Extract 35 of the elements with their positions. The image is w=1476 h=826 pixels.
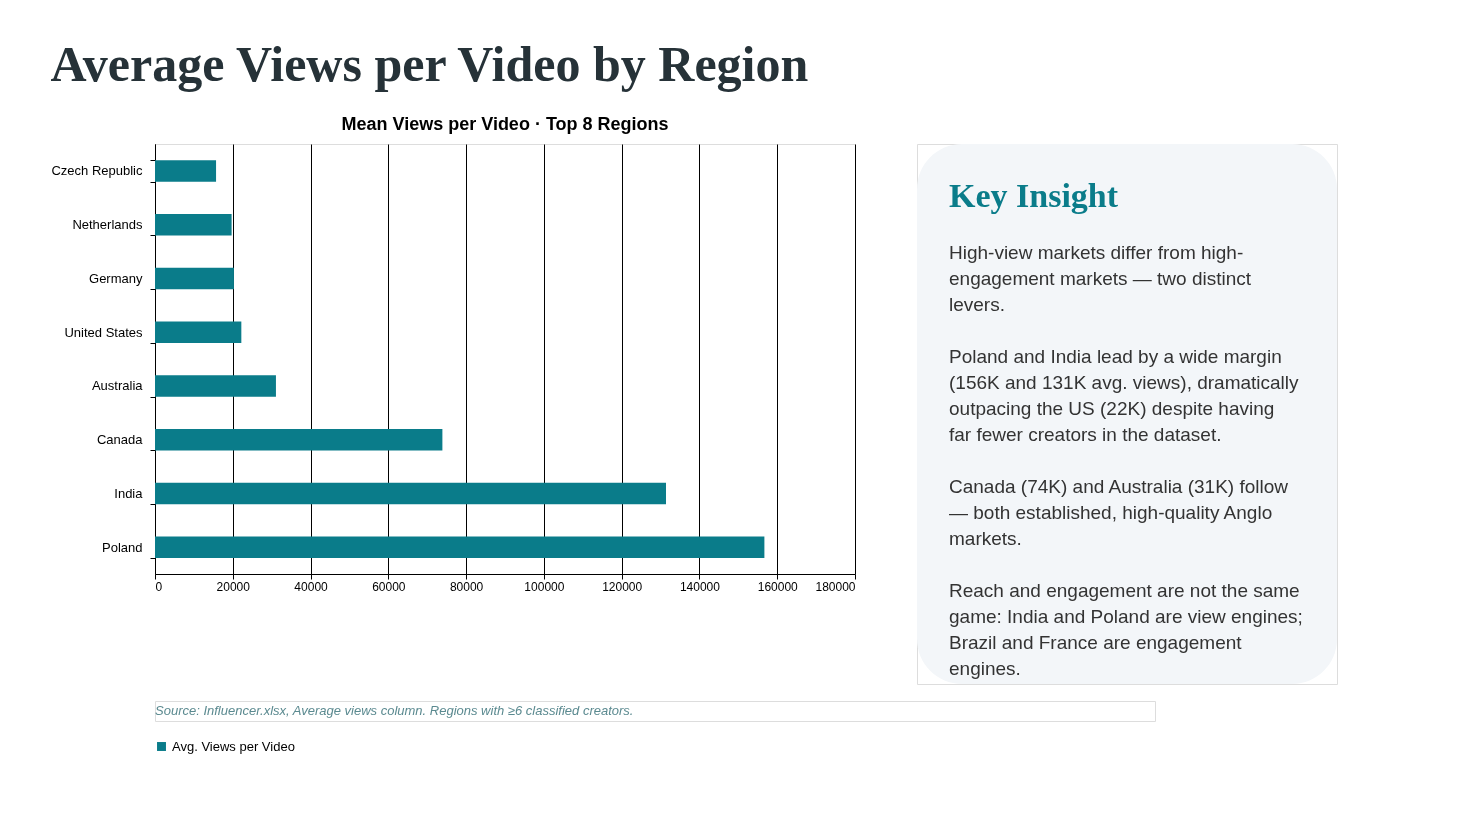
y-tick-label: Netherlands <box>72 217 143 233</box>
bar <box>155 375 276 397</box>
text: Canada (74K) and Australia (31K) follow — both established, high-quality Anglo markets. <box>949 476 1289 549</box>
x-tick-label: 120000 <box>602 579 643 594</box>
y-tick-label: Germany <box>89 270 143 286</box>
bar <box>155 482 666 505</box>
text: High-view markets differ from high-engagement markets — two distinct levers. <box>949 242 1252 315</box>
source-note: Source: Influencer.xlsx, Average views column. Regions with ≥6 classified creators. <box>155 703 634 718</box>
y-tick-label: Poland <box>102 539 143 555</box>
x-tick-label: 180000 <box>815 579 856 594</box>
legend-label: Avg. Views per Video <box>172 738 295 754</box>
bar <box>155 213 232 236</box>
bar <box>155 160 217 182</box>
y-tick-label: Canada <box>96 432 144 448</box>
x-tick-label: 40000 <box>294 579 329 594</box>
bar <box>155 428 443 451</box>
y-tick-label: United States <box>64 324 143 340</box>
bar <box>155 321 242 343</box>
x-tick-label: 80000 <box>449 579 484 594</box>
x-tick-label: 60000 <box>372 579 406 594</box>
x-tick-label: 20000 <box>216 579 251 594</box>
text: Reach and engagement are not the same game: India and Poland are view engines; Brazil and France are engagement engines. <box>949 580 1303 679</box>
x-tick-label: 100000 <box>524 579 565 594</box>
x-tick-label: 140000 <box>679 579 721 594</box>
y-tick-label: Australia <box>91 378 144 394</box>
chart-title: Average Views per Video by Region <box>50 35 809 92</box>
x-tick-label: 160000 <box>757 579 799 594</box>
bar <box>155 536 765 558</box>
text: Poland and India lead by a wide margin (156K and 131K avg. views), dramatically outpacing the US (22K) despite having far fewer creators in the dataset. <box>949 346 1300 445</box>
bar <box>155 267 234 290</box>
chart-subtitle: Mean Views per Video · Top 8 Regions <box>341 114 669 134</box>
y-tick-label: Czech Republic <box>51 163 143 179</box>
y-tick-label: India <box>114 485 144 501</box>
text: Key Insight <box>949 177 1119 214</box>
x-tick-label: 0 <box>155 579 163 594</box>
